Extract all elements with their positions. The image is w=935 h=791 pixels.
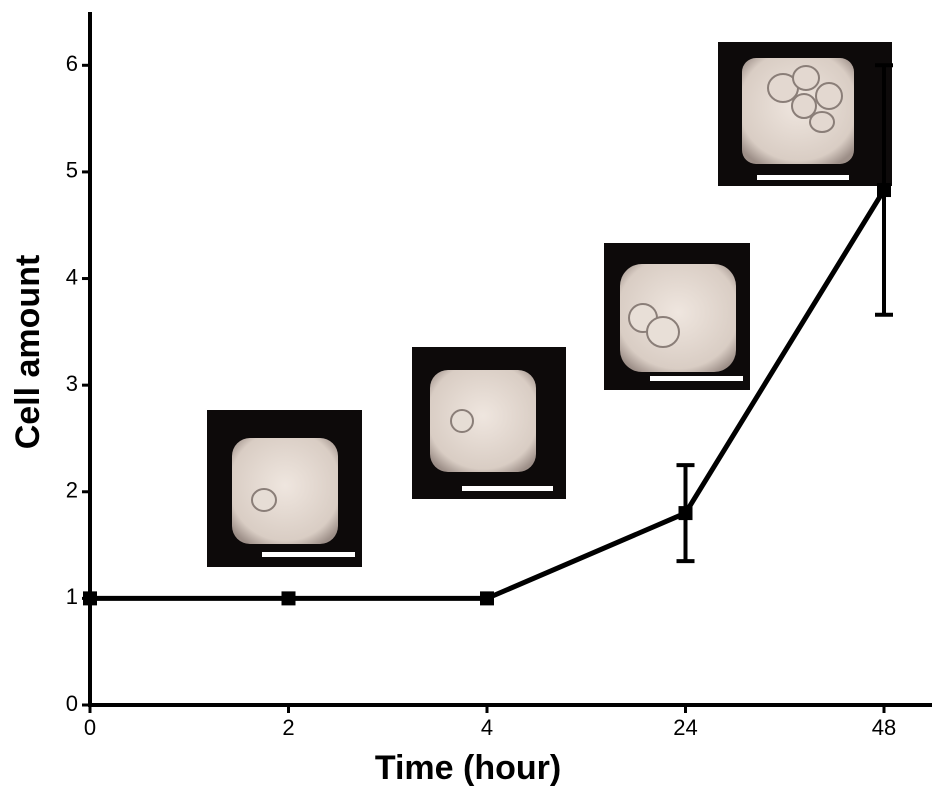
data-point <box>281 591 296 606</box>
data-point <box>877 183 891 198</box>
inset-2h <box>412 347 566 499</box>
data-point <box>480 591 494 606</box>
inset-0h <box>207 410 362 567</box>
y-tick-label: 2 <box>66 478 78 503</box>
inset-4h <box>604 243 750 390</box>
x-axis-title: Time (hour) <box>375 749 561 787</box>
x-tick-label: 24 <box>673 715 697 740</box>
inset-48h <box>718 42 892 186</box>
y-tick-label: 5 <box>66 158 78 183</box>
x-tick-label: 48 <box>872 715 896 740</box>
x-tick-label: 2 <box>282 715 294 740</box>
y-tick-label: 1 <box>66 584 78 609</box>
x-tick-label: 0 <box>84 715 96 740</box>
data-point <box>678 506 693 521</box>
y-tick-label: 4 <box>66 264 78 289</box>
y-tick-label: 6 <box>66 51 78 76</box>
y-tick-label: 3 <box>66 371 78 396</box>
x-tick-label: 4 <box>481 715 493 740</box>
y-tick-label: 0 <box>66 691 78 716</box>
data-point <box>83 591 97 606</box>
inset-images <box>207 42 892 567</box>
y-axis-title: Cell amount <box>9 255 47 450</box>
